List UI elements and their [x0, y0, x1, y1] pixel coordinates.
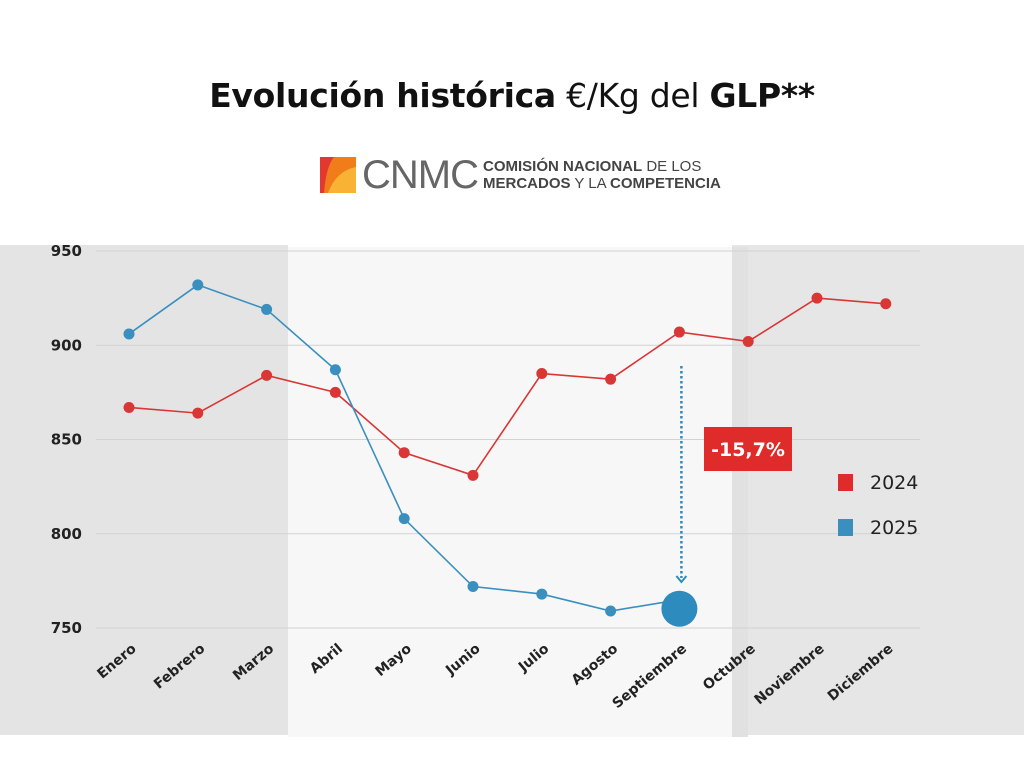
cnmc-logo-mark-icon: [320, 157, 356, 193]
data-point-2025: [398, 513, 410, 525]
x-tick-label: Mayo: [373, 641, 416, 680]
data-point-2024: [742, 335, 754, 347]
y-tick-label: 850: [51, 431, 82, 449]
x-tick-label: Febrero: [151, 641, 209, 693]
y-tick-label: 800: [51, 525, 82, 543]
data-point-2024: [467, 469, 479, 481]
y-tick-label: 900: [51, 336, 82, 354]
chart-bg-highlight-period: [288, 247, 732, 737]
x-tick-label: Abril: [307, 641, 346, 677]
x-tick-label: Julio: [515, 641, 553, 676]
x-tick-label: Diciembre: [825, 641, 897, 705]
legend-swatch-2024: [838, 474, 853, 491]
y-tick-label: 750: [51, 619, 82, 637]
title-light-part: €/Kg del: [566, 76, 700, 115]
legend-label-2024: 2024: [870, 472, 918, 494]
data-point-2025: [261, 303, 273, 315]
highlight-point: [661, 590, 698, 627]
data-point-2025: [329, 364, 341, 376]
change-badge-text: -15,7%: [711, 439, 785, 461]
logo-line2-bold-2: COMPETENCIA: [610, 175, 721, 192]
data-point-2025: [467, 581, 479, 593]
chart-bg-past: [0, 245, 288, 735]
change-badge: [704, 427, 792, 471]
data-point-2025: [605, 605, 617, 617]
cnmc-logo: CNMC COMISIÓN NACIONAL DE LOS MERCADOS Y…: [320, 153, 721, 197]
data-point-2024: [605, 373, 617, 385]
arrow-head-icon: [675, 575, 688, 584]
logo-line1-bold: COMISIÓN NACIONAL: [482, 158, 643, 175]
data-point-2024: [329, 386, 341, 398]
data-point-2024: [398, 447, 410, 459]
data-point-2025: [536, 588, 548, 600]
data-point-2024: [811, 292, 823, 304]
x-tick-label: Agosto: [569, 641, 622, 689]
logo-line2-light: Y LA: [574, 175, 606, 192]
data-point-2024: [880, 298, 892, 310]
x-tick-label: Septiembre: [610, 641, 690, 712]
data-point-2025: [192, 279, 204, 291]
x-tick-label: Octubre: [700, 641, 759, 694]
logo-line2-bold: MERCADOS: [482, 175, 571, 192]
data-point-2024: [192, 407, 204, 419]
logo-line1-light: DE LOS: [646, 158, 702, 175]
x-tick-label: Junio: [442, 641, 484, 680]
title-product: GLP**: [709, 76, 815, 115]
data-point-2024: [123, 401, 135, 413]
title-bold-part: Evolución histórica: [209, 76, 556, 115]
data-point-2025: [123, 328, 135, 340]
x-tick-label: Marzo: [230, 641, 277, 684]
data-point-2024: [673, 326, 685, 338]
y-tick-label: 950: [51, 242, 82, 260]
page-title: Evolución histórica €/Kg del GLP**: [0, 76, 1024, 115]
data-point-2024: [261, 369, 273, 381]
x-tick-label: Enero: [94, 641, 139, 683]
x-tick-label: Noviembre: [752, 641, 828, 708]
legend-swatch-2025: [838, 519, 853, 536]
series-line-2024: [128, 297, 886, 477]
chart-bg-future: [732, 245, 1024, 735]
chart-bg-divider: [732, 247, 748, 737]
logo-subtitle: COMISIÓN NACIONAL DE LOS MERCADOS Y LA C…: [483, 158, 721, 192]
legend-label-2025: 2025: [870, 517, 918, 539]
logo-acronym: CNMC: [362, 153, 479, 197]
data-point-2024: [536, 368, 548, 380]
